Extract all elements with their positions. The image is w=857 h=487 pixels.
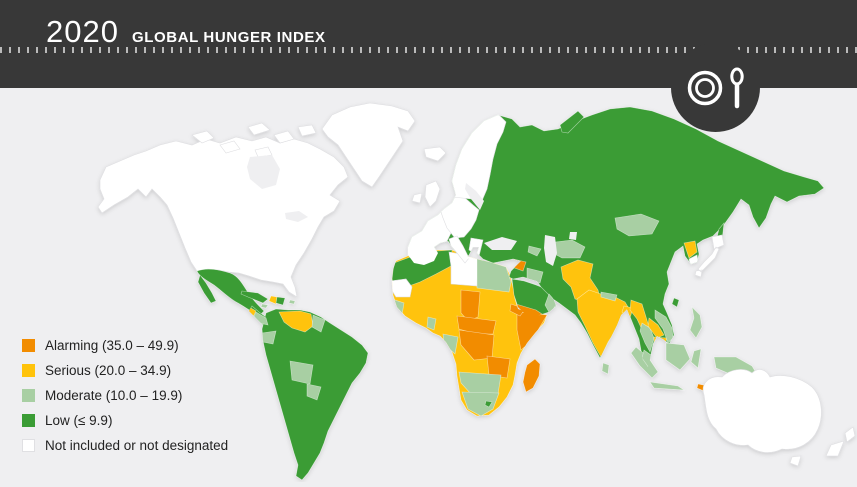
legend-label: Low (≤ 9.9) — [45, 412, 113, 428]
region-chad — [460, 289, 481, 322]
region-gabon-congo — [442, 333, 459, 355]
alarming-swatch — [22, 338, 35, 352]
legend-item-serious: Serious (20.0 – 34.9) — [22, 362, 228, 378]
legend-label: Alarming (35.0 – 49.9) — [45, 337, 179, 353]
report-title: GLOBAL HUNGER INDEX — [131, 29, 326, 46]
region-madagascar — [522, 358, 541, 393]
region-greenland — [321, 102, 416, 188]
world-map — [0, 85, 857, 482]
region-bolivia — [289, 360, 314, 385]
region-lesotho — [484, 400, 493, 408]
moderate-swatch — [22, 388, 35, 402]
spoon-head — [730, 67, 744, 86]
great-lakes — [285, 211, 308, 222]
region-uk — [424, 180, 441, 208]
legend-item-moderate: Moderate (10.0 – 19.9) — [22, 387, 228, 403]
plate-outer-ring — [687, 70, 723, 106]
region-java — [649, 381, 686, 391]
region-haiti — [268, 295, 278, 305]
legend-label: Not included or not designated — [45, 437, 229, 453]
region-philippines — [689, 306, 703, 339]
region-novaya-zemlya — [559, 110, 585, 134]
region-new-zealand — [825, 426, 856, 457]
region-puerto-rico — [288, 299, 296, 305]
region-caucasus — [527, 245, 542, 257]
region-mongolia — [614, 213, 660, 237]
legend: Alarming (35.0 – 49.9) Serious (20.0 – 3… — [22, 338, 228, 463]
region-cuba — [240, 290, 269, 304]
not-included-swatch — [22, 438, 35, 452]
region-paraguay — [306, 383, 322, 401]
region-north-america — [97, 136, 349, 298]
region-honduras-nicaragua — [253, 311, 269, 326]
aral-sea — [569, 232, 577, 240]
region-jamaica — [260, 303, 269, 309]
region-guyana-suriname — [311, 314, 326, 333]
region-somalia — [516, 311, 547, 351]
report-year: 2020 — [46, 14, 119, 49]
logo-badge — [671, 43, 760, 132]
legend-label: Moderate (10.0 – 19.9) — [45, 387, 183, 403]
report-heading: 2020 GLOBAL HUNGER INDEX — [0, 0, 857, 50]
hudson-bay — [247, 155, 280, 189]
caspian-sea — [544, 235, 557, 266]
region-ghana — [426, 316, 437, 331]
region-nepal — [600, 291, 618, 302]
region-tasmania — [789, 455, 802, 467]
region-sri-lanka — [601, 362, 610, 375]
region-laos — [647, 317, 665, 339]
region-dr-congo — [458, 329, 495, 361]
dotted-divider — [0, 47, 857, 53]
legend-item-alarming: Alarming (35.0 – 49.9) — [22, 337, 228, 353]
region-taiwan — [671, 297, 680, 308]
region-japan — [694, 234, 725, 278]
region-vietnam — [654, 309, 674, 344]
plate-and-spoon-icon — [687, 67, 744, 109]
region-australia — [702, 369, 822, 453]
low-swatch — [22, 413, 35, 427]
region-iceland — [423, 146, 447, 162]
region-borneo — [665, 342, 691, 371]
region-sulawesi — [690, 348, 702, 369]
serious-swatch — [22, 363, 35, 377]
region-arctic-islands — [191, 122, 317, 158]
region-venezuela — [278, 310, 314, 333]
region-ireland — [411, 192, 423, 204]
region-north-korea — [683, 240, 698, 259]
region-dominican-republic — [275, 296, 286, 306]
region-south-africa — [461, 391, 500, 416]
region-iraq — [526, 267, 544, 284]
plate-inner-ring — [695, 78, 715, 98]
region-egypt — [476, 257, 512, 293]
black-sea — [484, 237, 517, 250]
legend-item-not-included: Not included or not designated — [22, 437, 229, 453]
region-zambia — [486, 355, 511, 379]
legend-label: Serious (20.0 – 34.9) — [45, 362, 172, 378]
baltic-sea — [465, 183, 484, 210]
legend-item-low: Low (≤ 9.9) — [22, 412, 228, 428]
region-western-sahara-mauritania — [392, 278, 413, 298]
